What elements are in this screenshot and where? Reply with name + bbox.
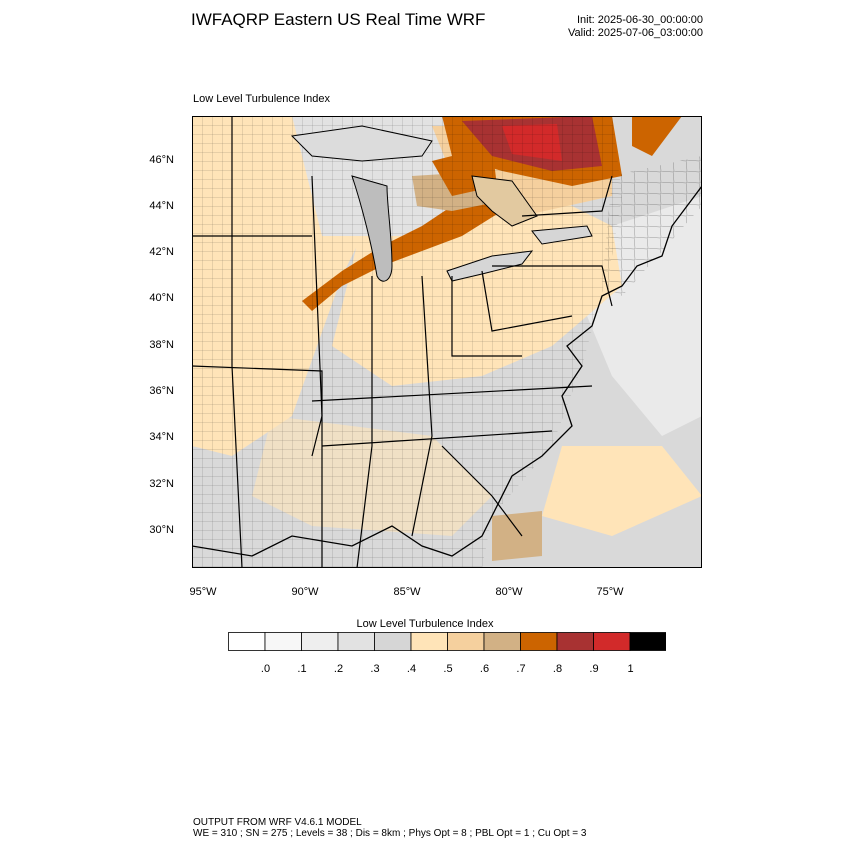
lat-tick-32: 32°N: [149, 478, 174, 490]
colorbar-box-7: [483, 632, 521, 651]
footer-model-line: OUTPUT FROM WRF V4.6.1 MODEL: [193, 817, 362, 828]
lat-tick-30: 30°N: [149, 524, 174, 536]
map-panel: [192, 116, 702, 568]
valid-time: Valid: 2025-07-06_03:00:00: [568, 27, 703, 39]
colorbar-label: .9: [589, 663, 599, 675]
lon-tick-85: 85°W: [393, 586, 421, 598]
colorbar-label: 1: [627, 663, 634, 675]
colorbar-label: .6: [479, 663, 490, 675]
lake-michigan: [351, 175, 393, 282]
colorbar-box-6: [447, 632, 485, 651]
colorbar-box-4: [374, 632, 412, 651]
lat-tick-38: 38°N: [149, 339, 174, 351]
colorbar-box-3: [337, 632, 375, 651]
lake-superior: [290, 125, 433, 162]
lat-tick-44: 44°N: [149, 200, 174, 212]
colorbar-box-5: [410, 632, 448, 651]
field-title: Low Level Turbulence Index: [193, 93, 330, 105]
colorbar-label: .3: [370, 663, 380, 675]
state-boundaries: [192, 116, 613, 568]
lon-tick-80: 80°W: [495, 586, 523, 598]
run-time-info: Init: 2025-06-30_00:00:00 Valid: 2025-07…: [568, 14, 703, 40]
plot-title: IWFAQRP Eastern US Real Time WRF: [191, 10, 486, 29]
colorbar-box-8: [520, 632, 558, 651]
colorbar-box-0: [228, 632, 266, 651]
colorbar-label: .7: [516, 663, 526, 675]
colorbar: [228, 632, 666, 651]
colorbar-label: .1: [297, 663, 307, 675]
atlantic-field: [542, 446, 702, 536]
quebec-orange: [632, 116, 682, 156]
lon-tick-75: 75°W: [596, 586, 624, 598]
lat-tick-42: 42°N: [149, 246, 174, 258]
turbulence-map: [192, 116, 702, 568]
county-lines: [192, 116, 622, 568]
model-footer: OUTPUT FROM WRF V4.6.1 MODEL WE = 310 ; …: [193, 817, 586, 839]
colorbar-box-10: [593, 632, 631, 651]
lake-ontario: [531, 225, 593, 245]
colorbar-label: .2: [333, 663, 344, 675]
colorbar-label: .8: [552, 663, 563, 675]
init-time: Init: 2025-06-30_00:00:00: [577, 14, 703, 26]
coastline: [192, 185, 702, 557]
atlantic-tan-spot: [492, 511, 542, 561]
lat-tick-40: 40°N: [149, 292, 174, 304]
colorbar-box-11: [629, 632, 666, 651]
colorbar-box-9: [556, 632, 594, 651]
colorbar-label: .0: [260, 663, 271, 675]
colorbar-title: Low Level Turbulence Index: [356, 618, 494, 630]
colorbar-box-1: [264, 632, 302, 651]
colorbar-box-2: [301, 632, 339, 651]
lat-tick-46: 46°N: [149, 154, 174, 166]
colorbar-label: .4: [406, 663, 417, 675]
lon-tick-90: 90°W: [291, 586, 319, 598]
lake-huron: [471, 175, 538, 227]
lat-tick-34: 34°N: [149, 431, 174, 443]
colorbar-label: .5: [443, 663, 453, 675]
lon-tick-95: 95°W: [189, 586, 217, 598]
lat-tick-36: 36°N: [149, 385, 174, 397]
map-border: [192, 116, 702, 568]
footer-config-line: WE = 310 ; SN = 275 ; Levels = 38 ; Dis …: [193, 828, 587, 839]
new-england-county-lines: [602, 156, 702, 296]
